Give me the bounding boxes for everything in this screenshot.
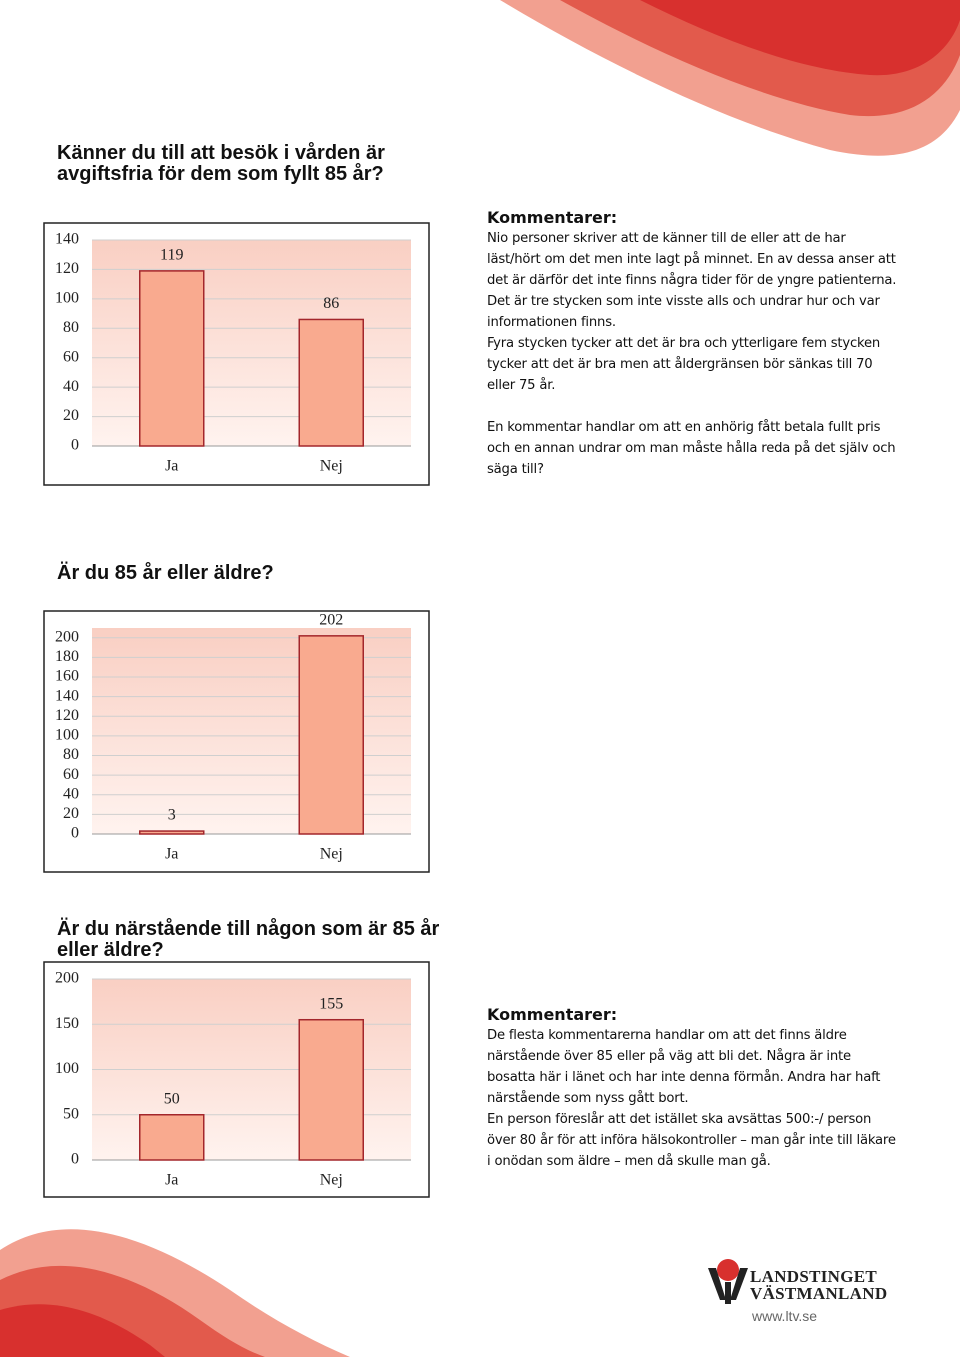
comment: Nio personer skriver att de känner till … <box>487 231 897 288</box>
logo-icon <box>708 1259 748 1304</box>
y-tick-label: 40 <box>63 785 79 802</box>
x-tick-label: Nej <box>320 458 343 475</box>
logo: LANDSTINGET VÄSTMANLAND www.ltv.se <box>750 1268 887 1324</box>
bar <box>139 1114 205 1161</box>
y-tick-label: 150 <box>55 1015 79 1032</box>
y-tick-label: 60 <box>63 766 79 783</box>
x-tick-label: Nej <box>320 1172 343 1189</box>
y-tick-label: 0 <box>71 437 79 454</box>
decor-top <box>500 0 960 156</box>
comment: De flesta kommentarerna handlar om att d… <box>487 1028 881 1106</box>
x-tick-label: Nej <box>320 846 343 863</box>
value-label: 86 <box>323 295 339 312</box>
chart-title: Är du 85 år eller äldre? <box>57 562 274 584</box>
value-label: 119 <box>160 247 183 264</box>
y-tick-label: 200 <box>55 628 79 645</box>
bar <box>139 270 205 447</box>
bar <box>298 635 364 835</box>
chart-title: Känner du till att besök i vården är avg… <box>57 142 385 185</box>
y-tick-label: 140 <box>55 231 79 248</box>
y-tick-label: 20 <box>63 407 79 424</box>
x-tick-label: Ja <box>165 846 178 863</box>
y-tick-label: 0 <box>71 825 79 842</box>
x-tick-label: Ja <box>165 458 178 475</box>
value-label: 155 <box>319 995 343 1012</box>
comment: En kommentar handlar om att en anhörig f… <box>487 420 896 477</box>
y-tick-label: 140 <box>55 687 79 704</box>
bar <box>298 318 364 447</box>
value-label: 202 <box>319 612 343 629</box>
logo-url: www.ltv.se <box>752 1308 818 1324</box>
y-tick-label: 80 <box>63 319 79 336</box>
y-tick-label: 120 <box>55 707 79 724</box>
value-label: 3 <box>168 807 176 824</box>
y-tick-label: 60 <box>63 348 79 365</box>
y-tick-label: 160 <box>55 668 79 685</box>
y-tick-label: 180 <box>55 648 79 665</box>
comments: Kommentarer: De flesta kommentarerna han… <box>487 1004 897 1172</box>
y-tick-label: 100 <box>55 1060 79 1077</box>
comment: Det är tre stycken som inte visste alls … <box>487 294 880 330</box>
logo-line: VÄSTMANLAND <box>750 1284 888 1303</box>
decor-bottom <box>0 1229 350 1357</box>
comments-heading: Kommentarer: <box>487 208 618 227</box>
y-tick-label: 80 <box>63 746 79 763</box>
comments-heading: Kommentarer: <box>487 1005 618 1024</box>
value-label: 50 <box>164 1090 180 1107</box>
logo-line: LANDSTINGET <box>750 1267 878 1286</box>
y-tick-label: 200 <box>55 970 79 987</box>
chart-title: Är du närstående till någon som är 85 år… <box>57 918 440 961</box>
y-tick-label: 100 <box>55 290 79 307</box>
bar <box>298 1018 364 1161</box>
x-tick-label: Ja <box>165 1172 178 1189</box>
y-tick-label: 50 <box>63 1105 79 1122</box>
y-tick-label: 100 <box>55 727 79 744</box>
y-tick-label: 40 <box>63 378 79 395</box>
y-tick-label: 20 <box>63 805 79 822</box>
y-tick-label: 120 <box>55 260 79 277</box>
comments: Kommentarer: Nio personer skriver att de… <box>487 207 897 480</box>
y-tick-label: 0 <box>71 1151 79 1168</box>
comment: En person föreslår att det istället ska … <box>487 1112 896 1169</box>
comment: Fyra stycken tycker att det är bra och y… <box>487 336 881 393</box>
bar <box>139 830 205 835</box>
